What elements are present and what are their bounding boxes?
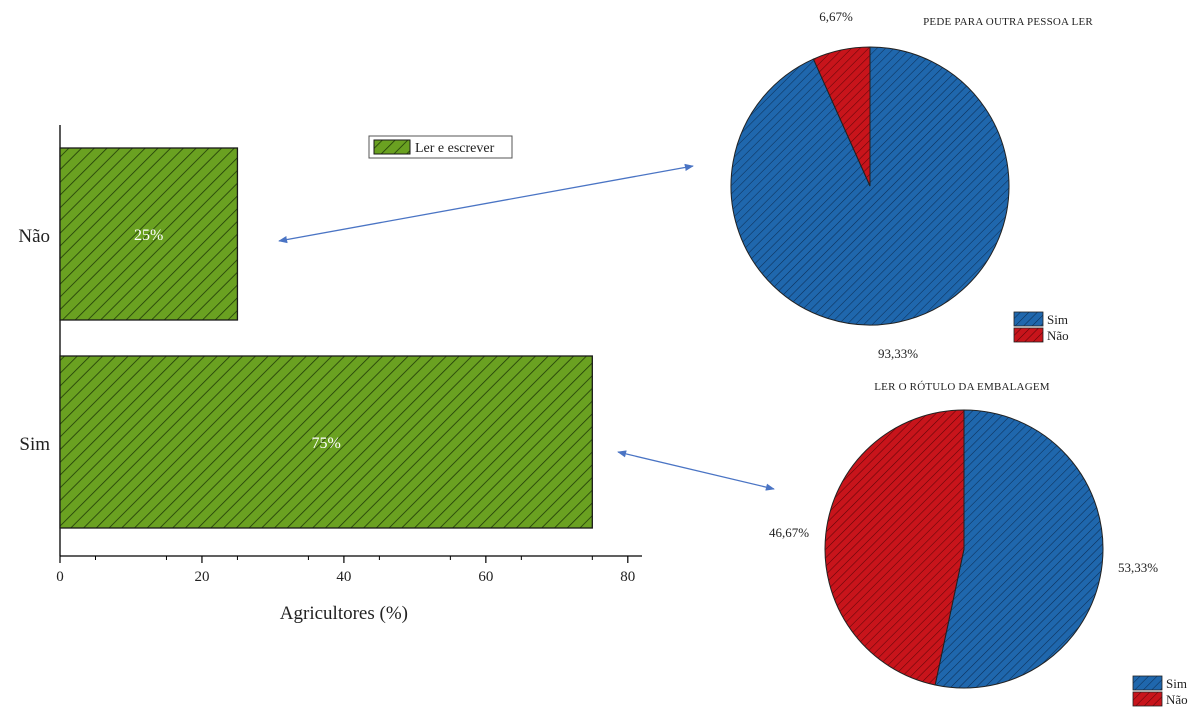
- pie-chart-pede-para-outra-pessoa-ler: PEDE PARA OUTRA PESSOA LER 93,33% 6,67% Sim…: [730, 9, 1093, 361]
- connector-arrows: [278, 163, 775, 491]
- pie-slice-nao: [824, 409, 965, 686]
- x-tick-label-40: 40: [336, 569, 351, 585]
- x-tick-label-0: 0: [56, 569, 64, 585]
- legend-label-nao: Não: [1047, 328, 1069, 343]
- legend-label-sim: Sim: [1166, 676, 1187, 691]
- bar-label-nao: 25%: [134, 227, 163, 244]
- legend-swatch-nao: [1132, 691, 1163, 707]
- y-tick-label-sim: Sim: [19, 434, 50, 455]
- pie-slice-label-sim: 53,33%: [1118, 560, 1158, 575]
- pie-slice-nao: [812, 46, 871, 187]
- legend-swatch-nao: [1013, 327, 1044, 343]
- arrow-nao-to-pie-1: [278, 163, 694, 244]
- legend-swatch-sim: [1013, 311, 1044, 327]
- x-tick-label-60: 60: [478, 569, 493, 585]
- x-axis-label: Agricultores (%): [280, 603, 408, 624]
- bar-legend: Ler e escrever: [368, 135, 513, 159]
- pie-slice-label-nao: 6,67%: [819, 9, 853, 24]
- x-tick-label-20: 20: [194, 569, 209, 585]
- legend-swatch: [373, 139, 411, 155]
- legend-label-sim: Sim: [1047, 312, 1068, 327]
- arrow-sim-to-pie-2: [617, 450, 775, 491]
- bar-nao: [59, 147, 239, 321]
- legend-entry-label: Ler e escrever: [415, 141, 495, 156]
- pie-slice-label-nao: 46,67%: [769, 525, 809, 540]
- x-tick-label-80: 80: [620, 569, 635, 585]
- pie-title: PEDE PARA OUTRA PESSOA LER: [923, 16, 1093, 28]
- pie-slice-label-sim: 93,33%: [878, 346, 918, 361]
- pie-slice-sim: [934, 409, 1104, 689]
- pie-chart-ler-o-rotulo-da-embalagem: LER O RÓTULO DA EMBALAGEM 53,33% 46,67% Sim…: [769, 381, 1188, 707]
- legend-swatch-sim: [1132, 675, 1163, 691]
- y-tick-label-nao: Não: [18, 226, 50, 247]
- bar-chart: 0 20 40 60 80 Agricultores (%) 25% Não 75% Sim Ler…: [18, 125, 642, 624]
- bar-label-sim: 75%: [311, 435, 340, 452]
- bar-sim: [59, 355, 593, 529]
- pie-title: LER O RÓTULO DA EMBALAGEM: [874, 381, 1050, 393]
- legend-label-nao: Não: [1166, 692, 1188, 707]
